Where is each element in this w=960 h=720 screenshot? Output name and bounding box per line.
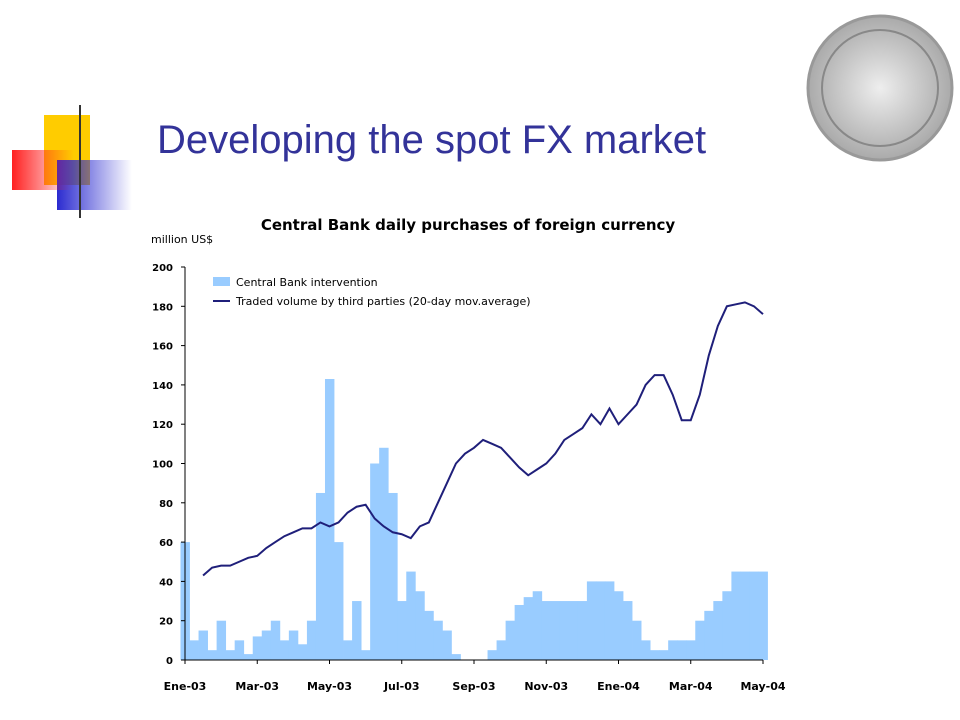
bar [370, 463, 380, 660]
bar [740, 571, 750, 660]
bar [433, 620, 443, 660]
bar [586, 581, 597, 660]
bar [379, 447, 389, 660]
bar [722, 591, 732, 660]
bar [641, 640, 651, 660]
y-tick-label: 60 [159, 538, 173, 549]
bar [613, 591, 624, 660]
bar [415, 591, 425, 660]
bar [198, 630, 208, 660]
x-tick-label: Nov-03 [524, 680, 568, 693]
bar [704, 610, 714, 660]
bar [668, 640, 678, 660]
bar [234, 640, 245, 660]
y-tick-label: 160 [152, 342, 173, 353]
chart-title: Central Bank daily purchases of foreign … [261, 216, 676, 234]
y-tick-label: 180 [152, 302, 173, 313]
bar [604, 581, 615, 660]
bar [324, 379, 335, 660]
bar [216, 620, 227, 660]
bar [749, 571, 759, 660]
y-tick-label: 0 [166, 656, 173, 667]
bar [568, 601, 579, 660]
bar [623, 601, 633, 660]
bar [279, 640, 290, 660]
bar [352, 601, 362, 660]
bar [361, 650, 371, 660]
legend-label: Central Bank intervention [236, 276, 378, 289]
bar [523, 597, 534, 660]
bar [451, 654, 461, 660]
bar [487, 650, 497, 660]
bar [261, 630, 272, 660]
bar [650, 650, 660, 660]
y-tick-label: 120 [152, 420, 173, 431]
slide-title: Developing the spot FX market [157, 118, 706, 162]
x-tick-label: Mar-03 [235, 680, 279, 693]
bar [315, 492, 326, 660]
bar [189, 640, 199, 660]
bar [677, 640, 687, 660]
x-tick-label: Jul-03 [383, 680, 420, 693]
bar [532, 591, 543, 660]
legend-label: Traded volume by third parties (20-day m… [235, 295, 531, 308]
y-tick-label: 200 [152, 263, 173, 274]
bar [424, 610, 434, 660]
bar [550, 601, 561, 660]
bar [496, 640, 507, 660]
bar [731, 571, 741, 660]
bar [514, 604, 525, 660]
bar [343, 640, 353, 660]
chart: Central Bank daily purchases of foreign … [151, 216, 786, 693]
y-axis-label: million US$ [151, 233, 213, 246]
bar [225, 650, 236, 660]
bar [713, 601, 723, 660]
x-tick-label: Ene-04 [597, 680, 640, 693]
x-tick-label: May-03 [307, 680, 352, 693]
x-tick-label: Mar-04 [669, 680, 713, 693]
y-tick-label: 20 [159, 617, 173, 628]
line [202, 301, 764, 577]
bar [288, 630, 299, 660]
bar [334, 542, 344, 660]
bar [252, 636, 263, 660]
y-tick-label: 40 [159, 577, 173, 588]
bar [270, 620, 281, 660]
bar [695, 620, 705, 660]
bar [397, 601, 407, 660]
bar [388, 492, 398, 660]
x-tick-label: Sep-03 [452, 680, 495, 693]
bar [686, 640, 696, 660]
bar [659, 650, 669, 660]
y-tick-label: 100 [152, 460, 173, 471]
bar [559, 601, 570, 660]
bar [541, 601, 552, 660]
y-tick-label: 140 [152, 381, 173, 392]
bar [297, 644, 308, 660]
bar [632, 620, 642, 660]
bar [577, 601, 588, 660]
bar [406, 571, 416, 660]
decoration [12, 14, 954, 218]
bar [207, 650, 218, 660]
bar [505, 620, 516, 660]
bar [243, 654, 254, 660]
bar [595, 581, 606, 660]
x-tick-label: May-04 [740, 680, 785, 693]
y-tick-label: 80 [159, 499, 173, 510]
bar [306, 620, 317, 660]
x-tick-label: Ene-03 [164, 680, 207, 693]
legend-swatch [213, 277, 230, 286]
bar [758, 571, 768, 660]
bar [442, 630, 452, 660]
